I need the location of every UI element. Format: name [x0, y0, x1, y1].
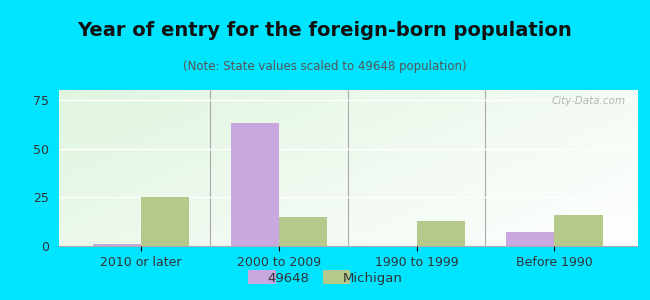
Bar [506, 232, 554, 246]
Bar [279, 217, 327, 246]
Bar [141, 197, 189, 246]
Bar [231, 123, 279, 246]
Text: Year of entry for the foreign-born population: Year of entry for the foreign-born popul… [77, 21, 573, 40]
Bar [554, 215, 603, 246]
Text: City-Data.com: City-Data.com [551, 96, 625, 106]
Bar [93, 244, 141, 246]
Bar [417, 221, 465, 246]
Legend: 49648, Michigan: 49648, Michigan [242, 266, 408, 290]
Text: (Note: State values scaled to 49648 population): (Note: State values scaled to 49648 popu… [183, 60, 467, 73]
